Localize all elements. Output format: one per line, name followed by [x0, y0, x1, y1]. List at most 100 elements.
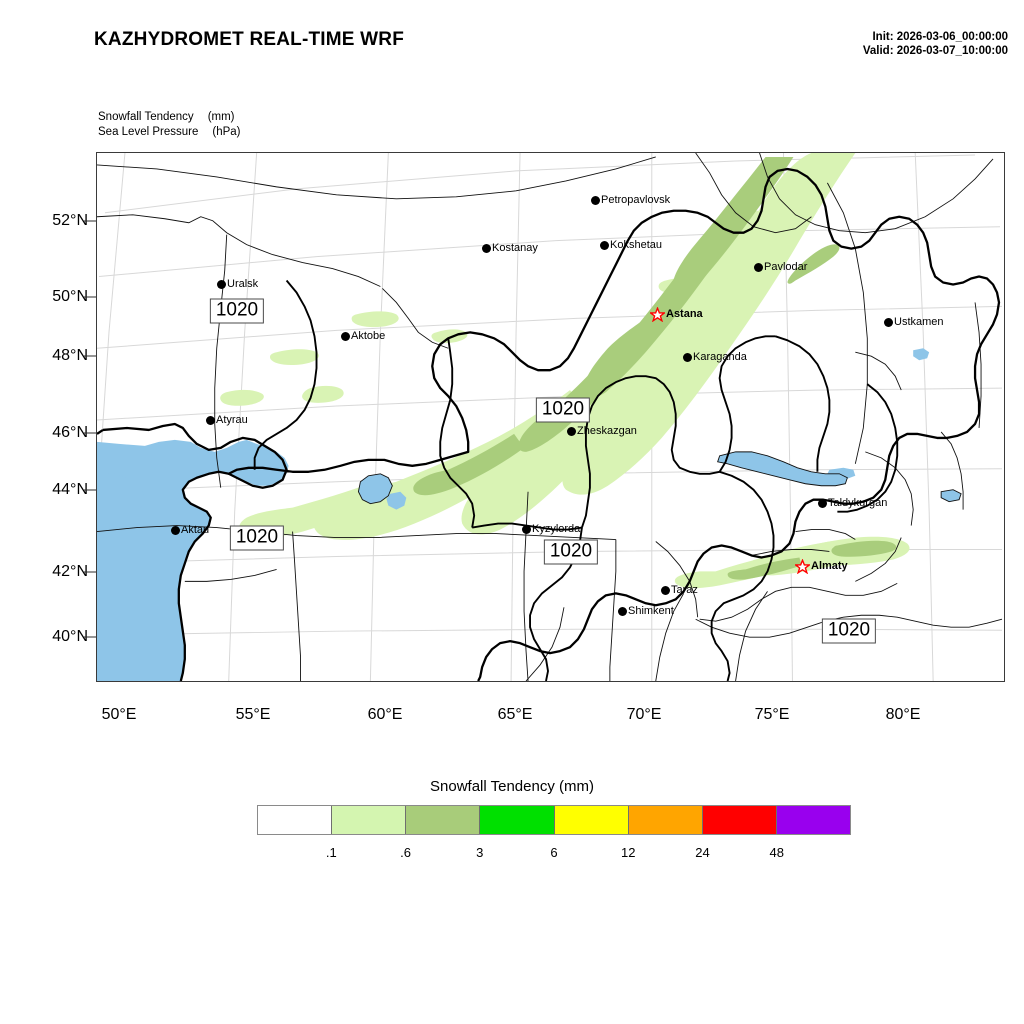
city-marker-astana: Astana: [650, 306, 703, 324]
isobar-label: 1020: [229, 525, 285, 551]
city-label: Ustkamen: [894, 316, 944, 329]
field-units-pressure: (hPa): [212, 125, 241, 138]
latitude-label-44: 44°N: [52, 481, 88, 498]
city-label: Kyzylorda: [532, 523, 581, 536]
isobar-label: 1020: [821, 618, 877, 644]
latitude-label-52: 52°N: [52, 212, 88, 229]
city-label: Taldykurgan: [828, 497, 888, 510]
colorbar-segment-3: [480, 806, 555, 834]
city-marker-kyzylorda: Kyzylorda: [522, 521, 580, 539]
city-label: Petropavlovsk: [601, 194, 671, 207]
model-run-info: Init: 2026-03-06_00:00:00 Valid: 2026-03…: [863, 30, 1008, 58]
latitude-label-48: 48°N: [52, 347, 88, 364]
colorbar-segment-0: [258, 806, 333, 834]
map-outlines: [97, 153, 1003, 681]
latitude-tick-48: [84, 355, 96, 357]
city-marker-aktau: Aktau: [171, 522, 209, 540]
longitude-label-65: 65°E: [497, 706, 533, 723]
latitude-label-40: 40°N: [52, 628, 88, 645]
city-label: Aktau: [181, 524, 210, 537]
city-dot-icon: [618, 607, 627, 617]
city-marker-aktobe: Aktobe: [341, 328, 385, 346]
city-marker-ustkamen: Ustkamen: [884, 314, 944, 332]
city-marker-kokshetau: Kokshetau: [600, 237, 662, 255]
latitude-axis: 52°N 50°N 48°N 46°N 44°N 42°N 40°N: [8, 152, 88, 682]
city-label: Astana: [666, 308, 703, 321]
city-dot-icon: [591, 196, 600, 206]
kazakhstan-border: [97, 167, 1001, 681]
field-label-pressure: Sea Level Pressure: [98, 125, 199, 138]
city-label: Karaganda: [693, 351, 747, 364]
latitude-label-46: 46°N: [52, 424, 88, 441]
colorbar-tick-1: .6: [400, 845, 411, 860]
isobar-label: 1020: [535, 397, 591, 423]
city-dot-icon: [661, 586, 670, 596]
page-title: KAZHYDROMET REAL-TIME WRF: [94, 29, 405, 50]
city-marker-zheskazgan: Zheskazgan: [567, 423, 637, 441]
city-dot-icon: [482, 244, 491, 254]
city-label: Shimkent: [628, 605, 674, 618]
latitude-tickmarks: [84, 152, 98, 682]
water-bodies: [97, 348, 962, 681]
field-variable-labels: Snowfall Tendency (mm) Sea Level Pressure…: [98, 110, 241, 139]
longitude-label-60: 60°E: [367, 706, 403, 723]
field-label-snowfall: Snowfall Tendency: [98, 111, 194, 123]
city-dot-icon: [567, 427, 576, 437]
latitude-tick-50: [84, 296, 96, 298]
city-dot-icon: [341, 332, 350, 342]
city-marker-karaganda: Karaganda: [683, 349, 747, 367]
longitude-label-80: 80°E: [885, 706, 921, 723]
colorbar-segment-4: [554, 806, 629, 834]
city-dot-icon: [884, 318, 893, 328]
colorbar-tick-3: 6: [550, 845, 558, 860]
city-dot-icon: [522, 525, 531, 535]
colorbar-tick-5: 24: [695, 845, 710, 860]
map-canvas: Petropavlovsk Kostanay Kokshetau Pavlodar Ur…: [96, 152, 1005, 682]
city-marker-atyrau: Atyrau: [206, 412, 248, 430]
colorbar-tick-labels: .1 .6 3 6 12 24 48: [257, 845, 851, 867]
latitude-tick-42: [84, 571, 96, 573]
city-dot-icon: [683, 353, 692, 363]
city-marker-almaty: Almaty: [795, 558, 848, 576]
map-graphic: [97, 153, 1003, 681]
colorbar-tick-2: 3: [476, 845, 484, 860]
city-marker-pavlodar: Pavlodar: [754, 259, 807, 277]
capital-star-icon: [795, 559, 810, 575]
city-marker-kostanay: Kostanay: [482, 240, 538, 258]
colorbar-segment-6: [702, 806, 777, 834]
colorbar-title: Snowfall Tendency (mm): [430, 778, 594, 795]
city-dot-icon: [600, 241, 609, 251]
colorbar-segment-5: [628, 806, 703, 834]
city-label: Taraz: [671, 584, 698, 597]
city-dot-icon: [217, 280, 226, 290]
init-time-label: Init: 2026-03-06_00:00:00: [872, 31, 1008, 43]
longitude-axis: 50°E 55°E 60°E 65°E 70°E 75°E 80°E: [96, 706, 1005, 730]
city-label: Pavlodar: [764, 261, 808, 274]
city-dot-icon: [754, 263, 763, 273]
field-units-snowfall: (mm): [207, 111, 235, 123]
city-marker-taldykurgan: Taldykurgan: [818, 495, 887, 513]
latitude-tick-52: [84, 220, 96, 222]
city-label: Atyrau: [216, 414, 248, 427]
latitude-tick-40: [84, 636, 96, 638]
colorbar-tick-4: 12: [621, 845, 636, 860]
longitude-label-75: 75°E: [754, 706, 790, 723]
colorbar-tick-0: .1: [325, 845, 337, 860]
city-dot-icon: [818, 499, 827, 509]
city-dot-icon: [206, 416, 215, 426]
city-dot-icon: [171, 526, 180, 536]
city-label: Kostanay: [492, 242, 538, 255]
oblast-boundaries: [253, 279, 899, 681]
latitude-tick-44: [84, 489, 96, 491]
longitude-label-50: 50°E: [101, 706, 137, 723]
city-label: Uralsk: [227, 278, 259, 291]
city-label: Almaty: [811, 560, 848, 573]
city-label: Zheskazgan: [577, 425, 637, 438]
colorbar-segment-7: [776, 806, 850, 834]
colorbar-segment-2: [406, 806, 481, 834]
latitude-label-42: 42°N: [52, 563, 88, 580]
capital-star-icon: [650, 307, 665, 323]
colorbar-tick-6: 48: [769, 845, 784, 860]
colorbar-segment-1: [332, 806, 407, 834]
